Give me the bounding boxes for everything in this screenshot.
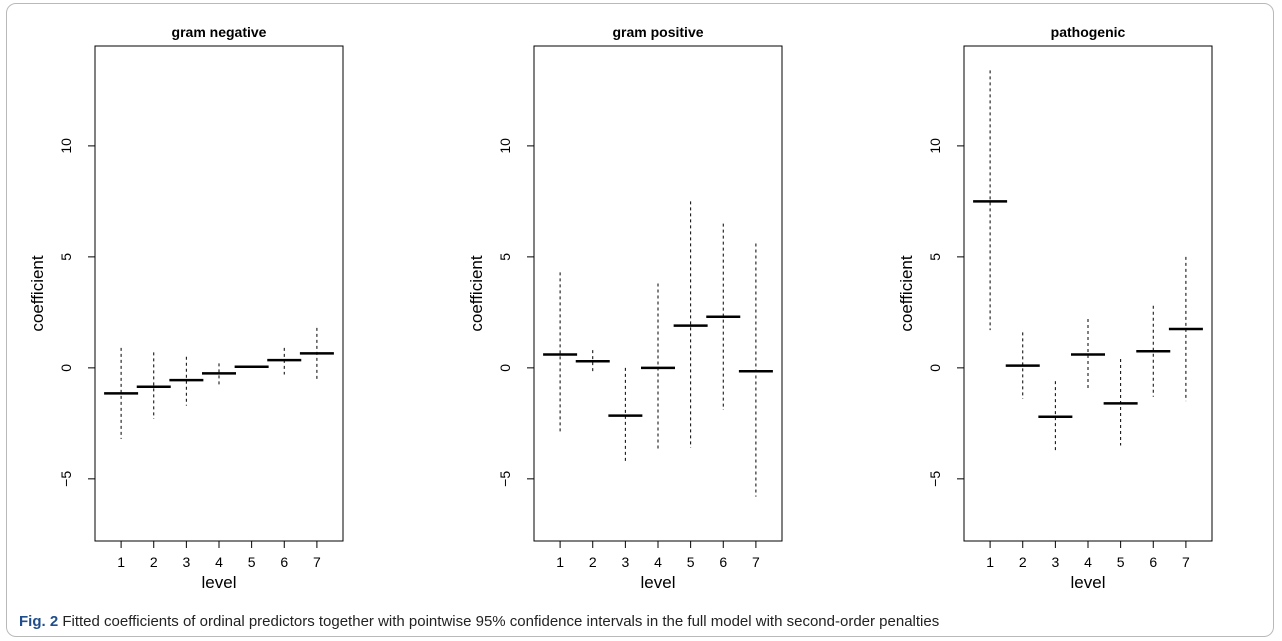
y-tick-label: −5	[927, 471, 943, 487]
x-tick-label: 3	[182, 554, 190, 570]
x-tick-label: 3	[621, 554, 629, 570]
y-tick-label: −5	[497, 471, 513, 487]
x-tick-label: 4	[215, 554, 223, 570]
y-tick-label: 5	[927, 253, 943, 261]
x-tick-label: 7	[313, 554, 321, 570]
x-tick-label: 6	[280, 554, 288, 570]
y-tick-label: 10	[58, 138, 74, 154]
y-tick-label: 0	[927, 364, 943, 372]
y-axis-label: coefficient	[897, 255, 916, 332]
x-tick-label: 5	[248, 554, 256, 570]
x-tick-label: 1	[117, 554, 125, 570]
y-tick-label: 5	[58, 253, 74, 261]
x-axis-label: level	[1071, 573, 1106, 592]
x-tick-label: 3	[1051, 554, 1059, 570]
x-tick-label: 5	[687, 554, 695, 570]
chart-title: gram negative	[172, 24, 267, 40]
x-tick-label: 2	[150, 554, 158, 570]
y-tick-label: 5	[497, 253, 513, 261]
y-axis-label: coefficient	[28, 255, 47, 332]
y-tick-label: 0	[497, 364, 513, 372]
x-tick-label: 4	[654, 554, 662, 570]
x-tick-label: 1	[986, 554, 994, 570]
y-tick-label: 0	[58, 364, 74, 372]
chart-panel-2: gram positive 1 2 3 4 5 6 7 level −5 0 5 10 coefficie…	[467, 24, 783, 592]
x-tick-label: 6	[1149, 554, 1157, 570]
chart-title: pathogenic	[1051, 24, 1126, 40]
x-tick-label: 2	[1019, 554, 1027, 570]
y-axis-label: coefficient	[467, 255, 486, 332]
plot-box	[94, 45, 344, 542]
x-tick-label: 7	[752, 554, 760, 570]
x-tick-label: 4	[1084, 554, 1092, 570]
chart-panel-1: gram negative 1 2 3 4 5 6 7 level −5 0 5 10 coefficie…	[28, 24, 344, 592]
figure-caption: Fig. 2 Fitted coefficients of ordinal pr…	[19, 613, 939, 630]
plot-box	[533, 45, 783, 542]
caption-text: Fitted coefficients of ordinal predictor…	[62, 613, 940, 630]
plot-box	[963, 45, 1213, 542]
caption-label: Fig. 2	[19, 613, 59, 630]
chart-panel-3: pathogenic 1 2 3 4 5 6 7 level −5 0 5 10 coefficient	[897, 24, 1213, 592]
x-axis-label: level	[641, 573, 676, 592]
figure-frame	[6, 3, 1274, 637]
x-tick-label: 7	[1182, 554, 1190, 570]
y-tick-label: 10	[497, 138, 513, 154]
x-tick-label: 6	[719, 554, 727, 570]
x-tick-label: 2	[589, 554, 597, 570]
x-tick-label: 1	[556, 554, 564, 570]
x-axis-label: level	[202, 573, 237, 592]
x-tick-label: 5	[1117, 554, 1125, 570]
y-tick-label: 10	[927, 138, 943, 154]
y-tick-label: −5	[58, 471, 74, 487]
chart-title: gram positive	[612, 24, 703, 40]
